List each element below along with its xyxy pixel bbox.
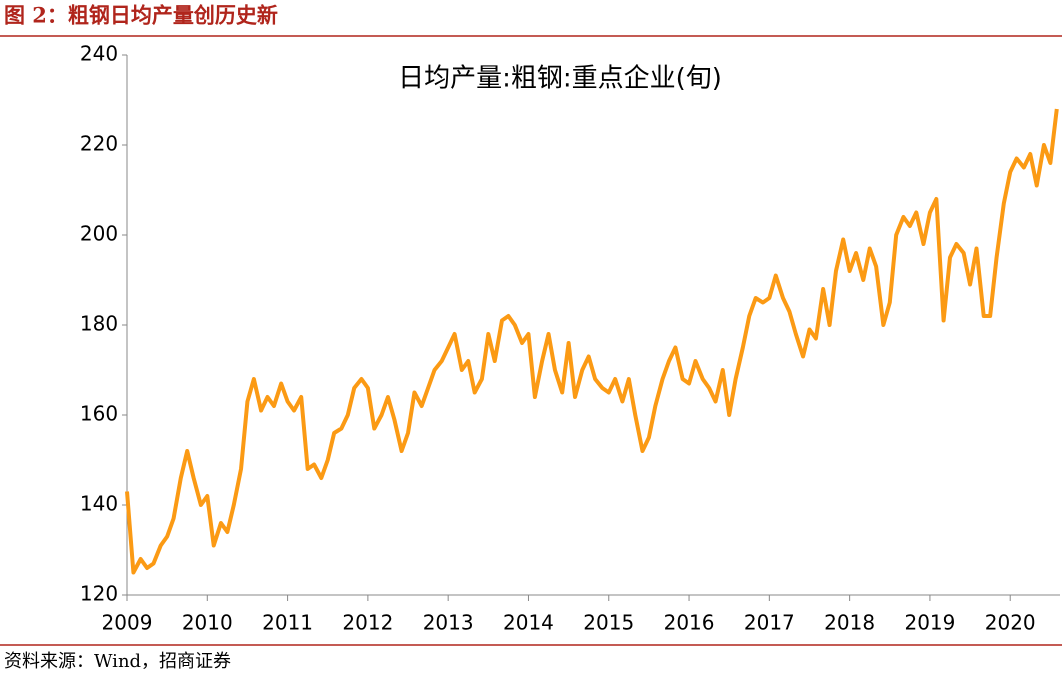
x-tick-label: 2013	[423, 611, 474, 635]
x-tick-label: 2020	[985, 611, 1036, 635]
x-tick-label: 2011	[262, 611, 313, 635]
series-label: 日均产量:粗钢:重点企业(旬)	[398, 64, 722, 94]
x-tick-label: 2016	[664, 611, 715, 635]
x-tick-label: 2014	[503, 611, 554, 635]
x-tick-label: 2019	[904, 611, 955, 635]
source-note: 资料来源：Wind，招商证券	[4, 651, 231, 672]
y-tick-label: 160	[80, 402, 118, 426]
y-tick-label: 120	[80, 582, 118, 606]
y-tick-label: 200	[80, 222, 118, 246]
x-tick-label: 2009	[102, 611, 153, 635]
x-tick-label: 2012	[342, 611, 393, 635]
x-tick-label: 2010	[182, 611, 233, 635]
x-tick-label: 2015	[583, 611, 634, 635]
series-line	[125, 108, 1059, 575]
y-tick-label: 180	[80, 312, 118, 336]
y-tick-label: 220	[80, 132, 118, 156]
x-tick-label: 2017	[744, 611, 795, 635]
y-tick-label: 140	[80, 492, 118, 516]
x-tick-label: 2018	[824, 611, 875, 635]
y-tick-label: 240	[80, 42, 118, 66]
figure-title: 图 2：粗钢日均产量创历史新	[4, 3, 278, 28]
